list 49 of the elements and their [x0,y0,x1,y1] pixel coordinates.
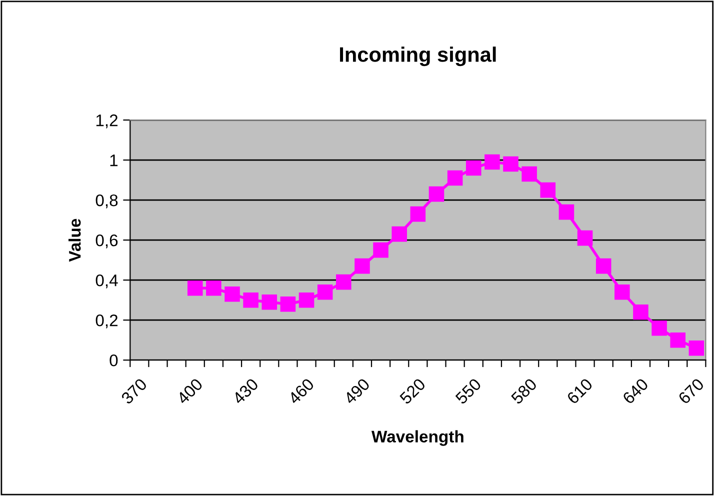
point [522,166,537,182]
point [428,186,444,202]
x-tick-label: 430 [232,378,260,405]
y-tick-label: 0,8 [96,194,118,208]
y-tick-label: 1 [110,154,118,166]
point [224,286,240,302]
x-tick-label: 520 [399,378,426,405]
point [243,292,258,308]
y-tick-label: 0,4 [96,274,118,288]
y-axis-title: Value [68,218,81,262]
point [447,170,463,186]
point [373,242,388,258]
point [354,258,370,274]
x-tick-label: 460 [287,378,315,405]
point [206,280,222,296]
y-tick-label: 1,2 [96,114,118,128]
point [466,160,482,176]
x-tick-label: 670 [678,378,705,405]
point [410,206,426,222]
point [317,284,333,300]
point [633,304,648,320]
point [688,340,704,356]
x-tick-label: 580 [510,378,538,405]
point [262,294,278,310]
x-tick-label: 640 [622,378,649,405]
chart-title: Incoming signal [340,46,496,66]
point [187,280,203,296]
point [558,204,574,220]
x-axis-title: Wavelength [371,430,464,446]
point [670,332,686,348]
x-tick-label: 370 [120,378,148,405]
y-tick-label: 0 [110,354,118,366]
y-tick-label: 0,6 [96,234,118,248]
point [336,274,352,290]
point [596,258,612,274]
x-tick-label: 610 [566,378,594,405]
x-tick-label: 490 [343,378,370,405]
point [577,230,593,246]
x-tick-label: 400 [176,378,204,405]
point [614,284,630,300]
point [280,296,296,312]
point [652,320,667,336]
point [392,226,407,242]
point [298,292,314,308]
point [540,182,556,198]
y-tick-label: 0,2 [96,314,118,328]
x-tick-label: 550 [454,378,482,405]
point [503,156,518,172]
point [484,154,500,170]
